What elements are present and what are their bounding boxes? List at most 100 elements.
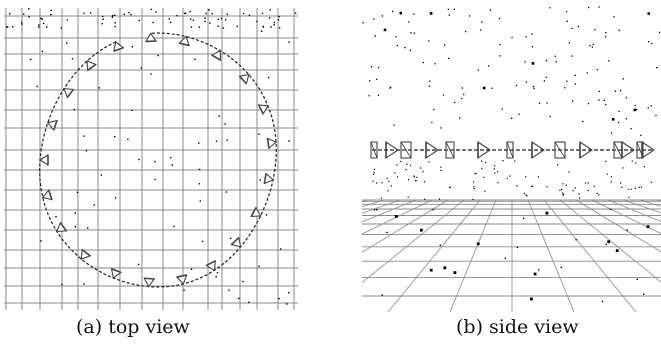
camera-frustum bbox=[110, 267, 123, 280]
map-point bbox=[370, 66, 373, 68]
map-point bbox=[598, 194, 600, 196]
map-point bbox=[648, 41, 650, 43]
map-point bbox=[448, 57, 450, 59]
map-point bbox=[413, 32, 415, 34]
camera-frustum bbox=[506, 141, 514, 159]
map-point bbox=[288, 41, 290, 43]
map-point bbox=[646, 225, 650, 229]
map-point bbox=[21, 21, 23, 24]
map-point bbox=[131, 46, 133, 48]
map-point bbox=[21, 23, 23, 25]
map-point bbox=[173, 225, 175, 228]
map-point bbox=[41, 50, 44, 53]
floor-line-radial bbox=[449, 199, 497, 312]
map-point bbox=[226, 13, 229, 15]
map-point bbox=[76, 191, 79, 194]
map-point bbox=[640, 134, 642, 137]
map-point bbox=[608, 60, 610, 62]
camera-frustum bbox=[41, 188, 53, 201]
map-point bbox=[390, 86, 392, 89]
camera-frustum bbox=[113, 40, 125, 52]
map-point bbox=[656, 67, 658, 69]
camera-frustum bbox=[257, 104, 270, 116]
top-view-panel bbox=[0, 0, 300, 312]
map-point bbox=[71, 58, 74, 60]
map-point bbox=[102, 18, 104, 20]
map-point bbox=[449, 186, 451, 188]
map-point bbox=[433, 108, 435, 111]
map-point bbox=[634, 104, 636, 107]
map-point bbox=[12, 26, 14, 28]
map-point bbox=[640, 186, 642, 188]
map-point bbox=[636, 278, 638, 281]
map-point bbox=[259, 179, 261, 181]
map-point bbox=[582, 120, 584, 123]
map-point bbox=[190, 26, 193, 28]
map-point bbox=[209, 22, 211, 24]
map-point bbox=[111, 16, 114, 18]
map-point bbox=[268, 17, 271, 19]
map-point bbox=[538, 102, 541, 104]
map-point bbox=[248, 14, 251, 16]
map-point bbox=[114, 197, 117, 199]
map-point bbox=[531, 46, 534, 48]
map-point bbox=[23, 13, 25, 15]
map-point bbox=[395, 36, 397, 38]
floor-line-radial bbox=[639, 199, 661, 207]
map-point bbox=[388, 180, 390, 182]
map-point bbox=[568, 171, 570, 173]
map-point bbox=[477, 69, 479, 71]
map-point bbox=[538, 269, 540, 271]
map-point bbox=[87, 227, 89, 229]
map-point bbox=[28, 8, 30, 10]
map-point bbox=[396, 164, 398, 166]
map-point bbox=[574, 187, 576, 189]
map-point bbox=[9, 13, 11, 15]
map-point bbox=[83, 283, 85, 285]
camera-frustum bbox=[425, 140, 439, 160]
map-point bbox=[261, 30, 263, 32]
floor-line-radial bbox=[591, 199, 661, 235]
map-point bbox=[568, 42, 570, 44]
map-point bbox=[373, 209, 376, 211]
map-point bbox=[593, 185, 595, 187]
map-point bbox=[484, 190, 486, 192]
map-point bbox=[112, 14, 114, 17]
map-point bbox=[499, 55, 501, 57]
map-point bbox=[461, 87, 463, 89]
map-point bbox=[376, 209, 378, 211]
map-point bbox=[278, 15, 280, 18]
map-point bbox=[598, 6, 600, 8]
map-point bbox=[549, 7, 551, 9]
map-point bbox=[523, 192, 525, 194]
map-point bbox=[362, 22, 364, 24]
side-view-panel bbox=[362, 0, 661, 312]
map-point bbox=[55, 216, 57, 218]
map-point bbox=[525, 176, 527, 178]
map-point bbox=[392, 10, 394, 13]
map-point bbox=[242, 280, 244, 283]
map-point bbox=[374, 35, 376, 37]
floor-line-radial bbox=[387, 199, 481, 312]
camera-frustum bbox=[370, 141, 378, 159]
map-point bbox=[611, 118, 615, 121]
map-point bbox=[587, 103, 590, 105]
map-point bbox=[625, 118, 627, 120]
map-point bbox=[198, 168, 201, 171]
map-point bbox=[485, 161, 487, 163]
map-point bbox=[626, 229, 628, 231]
camera-frustum bbox=[445, 141, 455, 159]
map-point bbox=[587, 182, 589, 184]
map-point bbox=[114, 136, 116, 138]
floor-line-radial bbox=[362, 199, 449, 253]
map-point bbox=[609, 208, 612, 211]
map-point bbox=[565, 10, 568, 13]
map-point bbox=[73, 108, 75, 111]
map-point bbox=[628, 196, 630, 198]
map-point bbox=[530, 297, 533, 301]
map-point bbox=[127, 138, 129, 141]
map-point bbox=[516, 246, 519, 249]
map-point bbox=[226, 139, 228, 141]
side-view-floor-grid bbox=[362, 199, 661, 312]
map-point bbox=[114, 14, 116, 17]
